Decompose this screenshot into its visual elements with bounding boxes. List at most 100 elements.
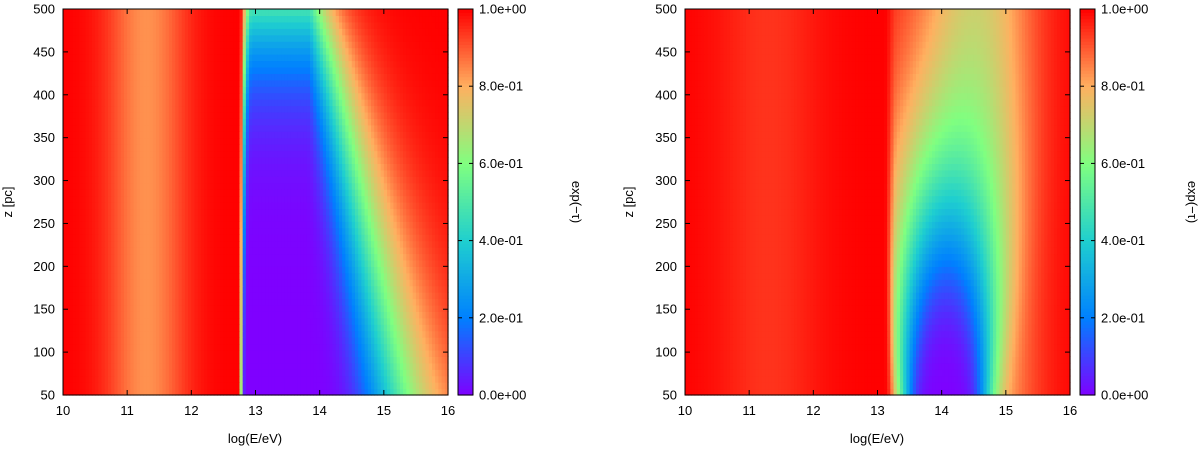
heatmap-cell: [412, 304, 417, 312]
heatmap-cell: [294, 382, 298, 390]
heatmap-cell: [428, 356, 433, 364]
heatmap-cell: [175, 337, 180, 345]
heatmap-cell: [79, 349, 83, 357]
heatmap-cell: [345, 388, 350, 396]
heatmap-cell: [431, 292, 436, 300]
heatmap-cell: [233, 362, 237, 370]
heatmap-cell: [178, 298, 183, 306]
heatmap-cell: [348, 362, 353, 370]
heatmap-cell: [297, 304, 302, 312]
heatmap-cell: [178, 304, 183, 312]
heatmap-cell: [114, 304, 119, 312]
heatmap-cell: [85, 369, 90, 377]
heatmap-cell: [268, 369, 273, 377]
heatmap-cell: [358, 349, 362, 357]
heatmap-cell: [159, 362, 164, 370]
heatmap-cell: [159, 317, 164, 325]
heatmap-cell: [281, 337, 285, 345]
heatmap-cell: [242, 304, 247, 312]
heatmap-cell: [239, 311, 244, 319]
heatmap-cell: [274, 343, 279, 351]
heatmap-cell: [287, 356, 292, 364]
heatmap-cell: [300, 337, 305, 345]
heatmap-cell: [98, 362, 103, 370]
heatmap-cell: [101, 388, 106, 396]
heatmap-cell: [390, 317, 395, 325]
heatmap-cell: [358, 369, 362, 377]
heatmap-cell: [342, 292, 346, 300]
heatmap-cell: [371, 375, 375, 383]
heatmap-cell: [152, 304, 157, 312]
heatmap-cell: [210, 337, 215, 345]
heatmap-cell: [303, 304, 308, 312]
heatmap-cell: [409, 304, 414, 312]
heatmap-cell: [326, 298, 330, 306]
heatmap-cell: [409, 382, 414, 390]
heatmap-cell: [310, 311, 314, 319]
heatmap-cell: [438, 304, 443, 312]
heatmap-cell: [313, 356, 318, 364]
heatmap-cell: [197, 362, 202, 370]
heatmap-cell: [213, 382, 218, 390]
heatmap-cell: [261, 362, 266, 370]
heatmap-cell: [319, 369, 324, 377]
heatmap-cell: [403, 349, 407, 357]
heatmap-cell: [117, 356, 122, 364]
heatmap-cell: [133, 388, 138, 396]
heatmap-cell: [233, 382, 237, 390]
heatmap-cell: [229, 298, 234, 306]
heatmap-cell: [303, 388, 308, 396]
heatmap-cell: [303, 330, 308, 338]
heatmap-cell: [383, 375, 388, 383]
heatmap-cell: [156, 292, 160, 300]
heatmap-cell: [143, 369, 148, 377]
heatmap-cell: [393, 356, 398, 364]
heatmap-cell: [69, 330, 74, 338]
heatmap-cell: [409, 298, 414, 306]
heatmap-cell: [168, 324, 173, 332]
heatmap-cell: [319, 343, 324, 351]
heatmap-cell: [281, 382, 285, 390]
heatmap-cell: [63, 330, 67, 338]
heatmap-cell: [220, 362, 225, 370]
heatmap-cell: [63, 324, 67, 332]
heatmap-cell: [85, 317, 90, 325]
heatmap-cell: [322, 311, 327, 319]
heatmap-cell: [191, 356, 196, 364]
heatmap-cell: [281, 375, 285, 383]
heatmap-cell: [255, 343, 260, 351]
heatmap-cell: [297, 356, 302, 364]
heatmap-cell: [220, 324, 225, 332]
heatmap-cell: [415, 304, 420, 312]
heatmap-cell: [310, 375, 314, 383]
heatmap-cell: [316, 388, 321, 396]
heatmap-cell: [72, 317, 77, 325]
heatmap-cell: [374, 343, 379, 351]
heatmap-cell: [351, 362, 356, 370]
heatmap-cell: [130, 304, 135, 312]
heatmap-cell: [297, 298, 302, 306]
heatmap-cell: [441, 343, 446, 351]
heatmap-cell: [306, 388, 311, 396]
heatmap-cell: [111, 382, 115, 390]
heatmap-cell: [95, 324, 99, 332]
heatmap-cell: [419, 311, 423, 319]
heatmap-cell: [66, 311, 71, 319]
heatmap-cell: [114, 375, 119, 383]
heatmap-cell: [255, 349, 260, 357]
heatmap-cell: [428, 349, 433, 357]
heatmap-cell: [140, 362, 144, 370]
heatmap-cell: [419, 337, 423, 345]
heatmap-cell: [358, 343, 362, 351]
heatmap-cell: [348, 324, 353, 332]
heatmap-cell: [441, 311, 446, 319]
heatmap-cell: [335, 382, 340, 390]
heatmap-cell: [95, 330, 99, 338]
heatmap-cell: [197, 324, 202, 332]
heatmap-cell: [444, 311, 449, 319]
heatmap-cell: [310, 362, 314, 370]
heatmap-cell: [255, 317, 260, 325]
heatmap-cell: [111, 343, 115, 351]
heatmap-cell: [367, 388, 372, 396]
heatmap-cell: [207, 324, 212, 332]
